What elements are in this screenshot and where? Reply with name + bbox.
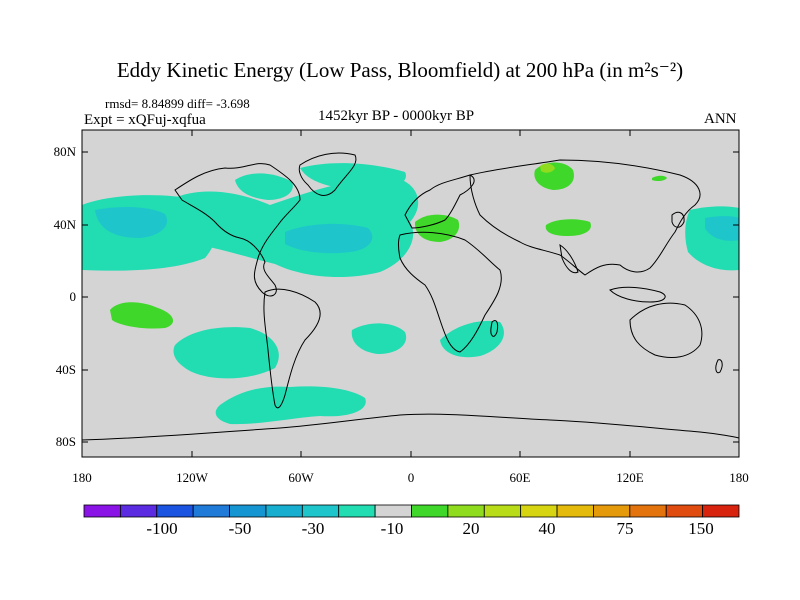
anomaly-north-atlantic-core	[285, 223, 373, 254]
colorbar-swatch	[520, 504, 558, 518]
coast-north-america	[174, 163, 301, 297]
rmsd-diff-text: rmsd= 8.84899 diff= -3.698	[105, 96, 250, 111]
x-tick-labels: 180 120W 60W 0 60E 120E 180	[72, 470, 749, 485]
x-tick-label: 180	[729, 470, 749, 485]
y-tick-label: 80N	[54, 144, 77, 159]
colorbar-label: -100	[146, 519, 177, 538]
coast-madagascar	[490, 319, 499, 337]
colorbar-swatch	[447, 504, 485, 518]
colorbar	[83, 504, 740, 518]
coastlines	[82, 152, 739, 441]
anomaly-south-atlantic	[351, 323, 407, 354]
colorbar-swatch	[83, 504, 121, 518]
coast-africa	[398, 231, 502, 353]
colorbar-swatch	[229, 504, 267, 518]
period-label: 1452kyr BP - 0000kyr BP	[318, 108, 475, 124]
coast-europe	[404, 174, 475, 229]
anomaly-east-asia	[652, 175, 667, 182]
y-tick-label: 0	[70, 289, 77, 304]
colorbar-label: -30	[302, 519, 325, 538]
colorbar-swatch	[156, 504, 194, 518]
x-tick-label: 60W	[288, 470, 314, 485]
colorbar-swatch	[374, 504, 412, 518]
x-tick-label: 120W	[176, 470, 209, 485]
coast-south-america	[263, 288, 321, 409]
colorbar-label: -50	[229, 519, 252, 538]
colorbar-swatch	[556, 504, 594, 518]
anomaly-labrador	[235, 173, 293, 200]
y-tick-label: 80S	[56, 434, 76, 449]
anomaly-north-pacific-east-core	[95, 206, 168, 238]
colorbar-swatch	[265, 504, 303, 518]
coast-japan	[671, 211, 685, 228]
colorbar-swatch	[593, 504, 631, 518]
colorbar-swatch	[301, 504, 340, 518]
x-tick-label: 120E	[616, 470, 644, 485]
colorbar-swatch	[702, 504, 740, 518]
y-tick-labels: 80N 40N 0 40S 80S	[54, 144, 77, 449]
colorbar-label: 75	[617, 519, 634, 538]
coast-indonesia	[609, 286, 666, 303]
anomaly-greenland-north	[300, 163, 406, 190]
map-background	[82, 130, 739, 457]
x-tick-label: 0	[408, 470, 415, 485]
anomaly-siberia-core	[540, 163, 555, 173]
colorbar-swatch	[192, 504, 230, 518]
colorbar-swatch	[411, 504, 449, 518]
coast-antarctica	[82, 413, 739, 441]
anomaly-southern-ocean-americas	[215, 386, 366, 425]
anomaly-north-atlantic	[170, 176, 419, 278]
experiment-label: Expt = xQFuj-xqfua	[84, 112, 206, 128]
coast-asia	[469, 159, 701, 276]
colorbar-label: -10	[381, 519, 404, 538]
coast-greenland	[298, 152, 357, 196]
x-tick-label: 60E	[510, 470, 531, 485]
anomaly-north-pacific-west-core	[705, 216, 739, 241]
coast-australia	[629, 302, 703, 358]
colorbar-swatch	[629, 504, 667, 518]
y-tick-label: 40S	[56, 362, 76, 377]
plot-title: Eddy Kinetic Energy (Low Pass, Bloomfiel…	[116, 58, 684, 82]
coast-new-zealand	[715, 359, 723, 374]
colorbar-swatch	[119, 504, 158, 518]
colorbar-swatch	[338, 504, 376, 518]
anomaly-tropical-pacific	[110, 302, 174, 329]
y-tick-label: 40N	[54, 217, 77, 232]
coast-india	[559, 243, 579, 274]
anomaly-south-pacific	[173, 327, 279, 379]
axis-ticks	[81, 130, 740, 457]
anomaly-layer	[82, 152, 739, 441]
colorbar-swatch	[483, 504, 522, 518]
x-tick-label: 180	[72, 470, 92, 485]
colorbar-label: 150	[688, 519, 714, 538]
colorbar-label: 40	[539, 519, 556, 538]
season-label: ANN	[704, 111, 737, 127]
colorbar-labels: -100 -50 -30 -10 20 40 75 150	[146, 519, 713, 538]
anomaly-central-asia	[545, 219, 591, 236]
colorbar-swatch	[665, 504, 704, 518]
colorbar-label: 20	[463, 519, 480, 538]
